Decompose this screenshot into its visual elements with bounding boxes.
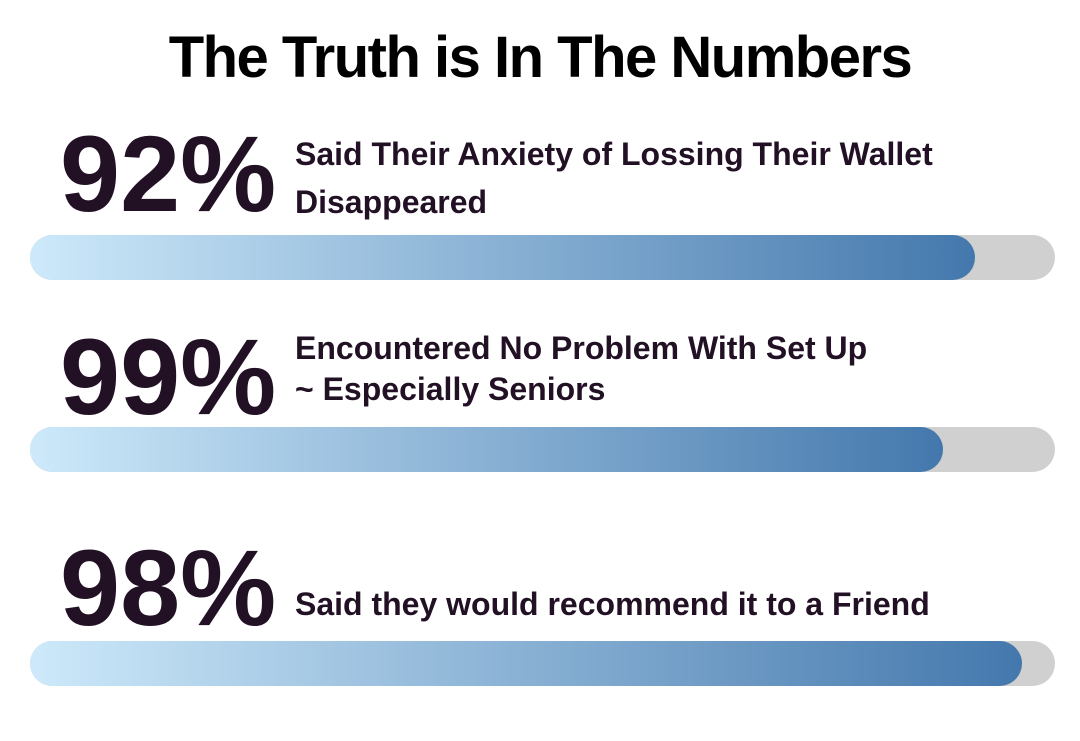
page-title: The Truth is In The Numbers: [168, 25, 913, 90]
stat-description: Said Their Anxiety of Lossing Their Wall…: [295, 136, 933, 220]
progress-bar-fill: [30, 427, 944, 472]
progress-bar-track: [30, 427, 1055, 472]
progress-bar-fill: [30, 235, 976, 280]
progress-bar-track: [30, 235, 1055, 280]
stat-description: Encountered No Problem With Set Up ~ Esp…: [295, 330, 868, 407]
stat-value: 99%: [60, 316, 277, 437]
stat-value: 92%: [60, 113, 277, 234]
progress-bar-track: [30, 641, 1055, 686]
stat-value: 98%: [60, 527, 277, 648]
stat-description: Said they would recommend it to a Friend: [295, 586, 930, 622]
progress-bar-fill: [30, 641, 1023, 686]
